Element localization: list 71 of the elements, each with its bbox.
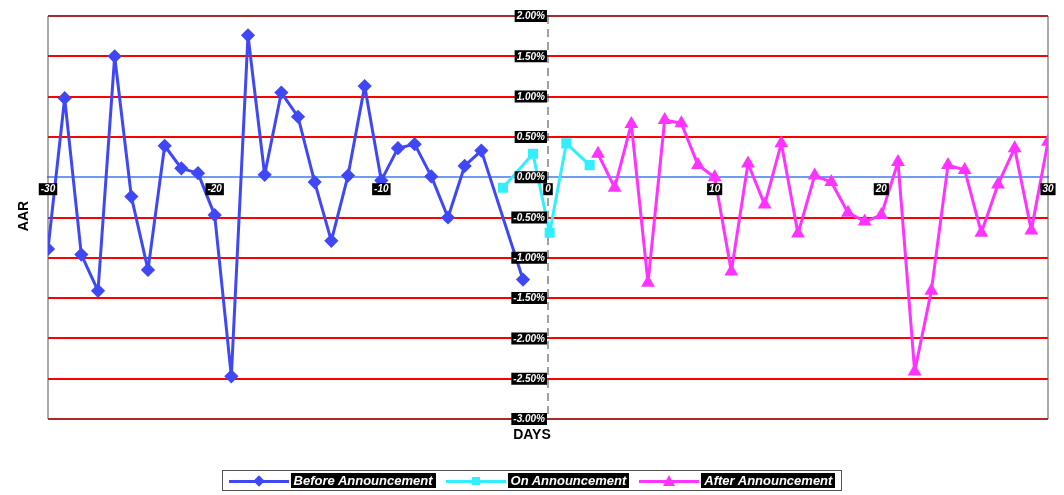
point [358, 79, 372, 93]
point [74, 248, 88, 262]
point [825, 175, 838, 187]
y-tick-label: 0.50% [516, 131, 546, 143]
point [544, 227, 555, 238]
y-tick-label: -1.00% [513, 252, 546, 264]
point [584, 160, 595, 171]
point [625, 117, 638, 128]
x-tick-label: -30 [40, 183, 56, 195]
y-tick-label: 2.00% [515, 10, 546, 22]
point [274, 86, 288, 100]
point [258, 168, 272, 182]
point [124, 190, 138, 204]
point [291, 110, 305, 124]
point [675, 116, 688, 128]
point [708, 170, 721, 182]
point [174, 161, 188, 175]
point [474, 144, 488, 158]
legend-label: On Announcement [507, 473, 630, 488]
point [391, 141, 405, 155]
y-tick-label: -0.50% [513, 211, 546, 223]
point [692, 158, 704, 170]
y-tick-label: -2.50% [513, 372, 546, 384]
point [658, 113, 671, 124]
x-tick-label: 20 [874, 183, 888, 195]
point [58, 91, 72, 105]
point [158, 139, 172, 153]
y-tick-label: 0.00% [516, 171, 546, 183]
y-tick-label: 1.00% [516, 90, 546, 102]
point [408, 137, 422, 151]
point [458, 159, 472, 173]
point [341, 169, 355, 183]
y-tick-label: -2.00% [513, 332, 546, 344]
y-tick-label: -3.00% [513, 413, 546, 425]
x-tick-label: -10 [374, 183, 389, 195]
point [958, 163, 971, 174]
y-tick-label: -1.50% [513, 292, 546, 304]
point [892, 155, 904, 166]
point [424, 169, 438, 183]
legend-label: After Announcement [701, 473, 836, 488]
point [725, 265, 738, 276]
point [875, 208, 888, 220]
point [1008, 141, 1021, 153]
point [516, 273, 530, 287]
point [208, 208, 222, 222]
point [441, 211, 455, 224]
point [992, 177, 1004, 189]
point [224, 369, 238, 383]
point [592, 147, 604, 158]
point [942, 158, 954, 170]
y-tick-label: 1.50% [516, 50, 546, 62]
x-tick-label: 10 [709, 183, 721, 195]
point [324, 234, 338, 248]
point [561, 138, 572, 149]
point [497, 182, 509, 193]
point [842, 206, 854, 217]
point [775, 136, 788, 148]
x-tick-label: 30 [1042, 183, 1054, 195]
point [925, 284, 938, 295]
legend-label: Before Announcement [290, 473, 436, 488]
point [241, 28, 255, 42]
x-tick-label: 0 [545, 183, 552, 195]
point [108, 49, 122, 63]
point [191, 166, 205, 180]
x-axis-title: DAYS [512, 426, 552, 442]
point [308, 175, 322, 189]
point [141, 263, 155, 277]
point [91, 284, 105, 298]
point [527, 148, 539, 159]
y-axis-title: AAR [15, 200, 32, 232]
x-tick-label: -20 [207, 183, 223, 195]
